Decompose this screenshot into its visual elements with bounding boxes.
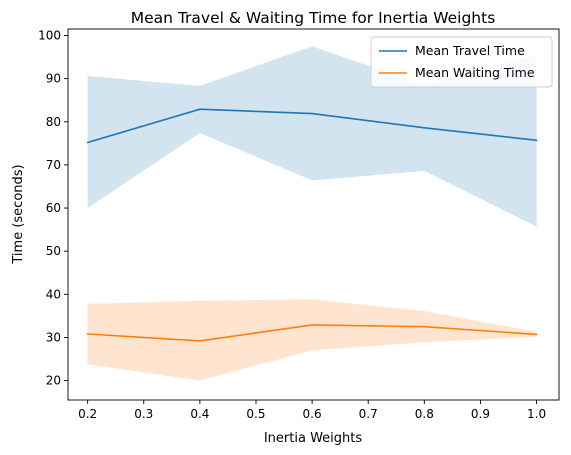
legend: Mean Travel Time Mean Waiting Time [370, 36, 553, 88]
chart-title: Mean Travel & Waiting Time for Inertia W… [131, 9, 496, 27]
y-axis-ticks: 20 30 40 50 60 70 80 90 100 [38, 28, 68, 388]
band-series-0 [87, 46, 537, 227]
y-tick-label: 90 [46, 72, 61, 86]
y-axis-label: Time (seconds) [11, 164, 26, 264]
x-tick-label: 0.5 [246, 407, 265, 421]
data-point-series-1 [199, 340, 201, 342]
y-tick-label: 100 [38, 28, 61, 42]
y-tick-label: 30 [46, 330, 61, 344]
data-point-series-0 [311, 112, 313, 115]
series-lines [86, 108, 538, 342]
data-point-series-1 [311, 324, 313, 326]
y-tick-label: 80 [46, 115, 61, 129]
x-tick-label: 0.2 [78, 407, 97, 421]
data-point-series-0 [86, 141, 89, 144]
y-tick-label: 70 [46, 158, 61, 172]
y-tick-label: 20 [46, 374, 61, 388]
data-point-series-0 [535, 139, 538, 142]
data-point-series-1 [535, 333, 538, 336]
legend-frame [370, 36, 553, 88]
data-point-series-1 [86, 333, 89, 335]
x-tick-label: 0.8 [415, 407, 434, 421]
x-tick-label: 1.0 [527, 407, 546, 421]
plot-frame [67, 28, 560, 401]
x-tick-label: 0.4 [190, 407, 209, 421]
x-tick-label: 0.6 [303, 407, 322, 421]
x-tick-label: 0.7 [359, 407, 378, 421]
x-axis-ticks: 0.2 0.3 0.4 0.5 0.6 0.7 0.8 0.9 1.0 [78, 400, 546, 421]
y-tick-label: 60 [46, 201, 61, 215]
band-series-1 [87, 299, 537, 381]
legend-label-travel: Mean Travel Time [415, 43, 525, 58]
legend-label-waiting: Mean Waiting Time [415, 65, 535, 80]
y-tick-label: 50 [46, 244, 61, 258]
x-tick-label: 0.9 [471, 407, 490, 421]
x-tick-label: 0.3 [134, 407, 153, 421]
data-point-series-0 [199, 108, 201, 110]
y-tick-label: 40 [46, 287, 61, 301]
confidence-bands [87, 46, 537, 381]
x-axis-label: Inertia Weights [264, 431, 363, 446]
data-point-series-1 [423, 325, 426, 328]
data-point-series-0 [423, 127, 426, 129]
